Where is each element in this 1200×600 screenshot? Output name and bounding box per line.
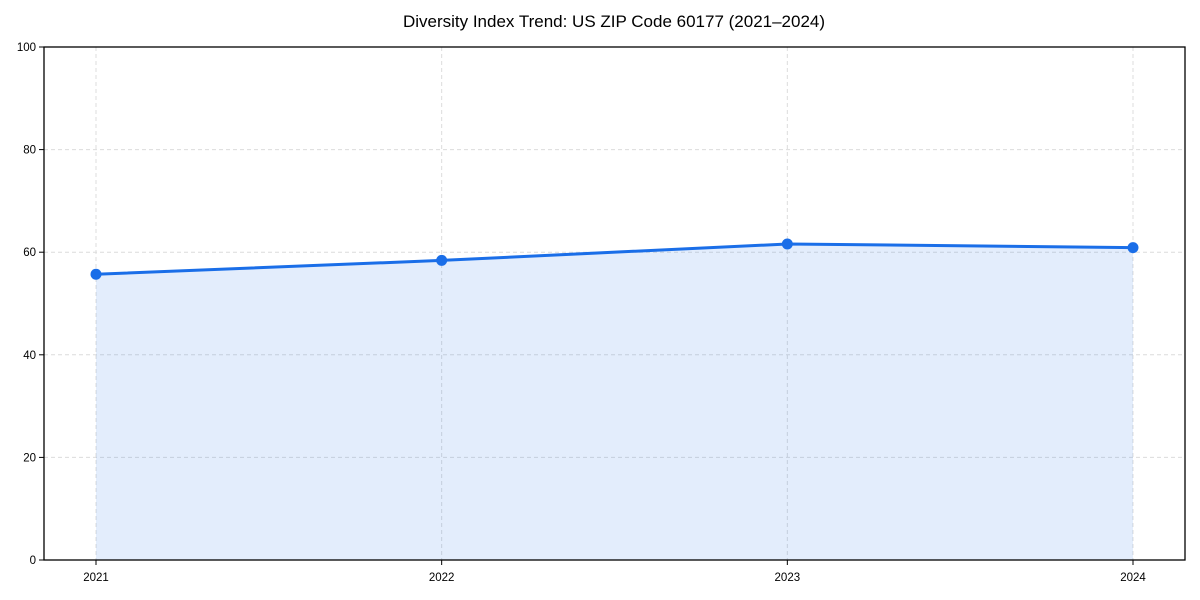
y-tick-label: 60 [23, 247, 36, 259]
y-tick-label: 40 [23, 350, 36, 362]
data-point-marker [781, 238, 793, 250]
plot-box-spines [43, 46, 1186, 561]
axis-layer: 0 20 40 60 80 100 2021 2022 2023 2024 [17, 42, 1186, 584]
x-tick-label: 2024 [1120, 572, 1146, 584]
data-point-marker [1127, 242, 1139, 254]
data-point-marker [90, 268, 102, 280]
y-tick-label: 80 [23, 145, 36, 157]
x-tick-label: 2023 [775, 572, 801, 584]
y-tick-label: 0 [30, 555, 36, 567]
x-tick-label: 2021 [83, 572, 109, 584]
data-layer [90, 238, 1139, 560]
area-fill [96, 243, 1133, 560]
y-tick-label: 100 [17, 42, 36, 54]
chart-title: Diversity Index Trend: US ZIP Code 60177… [403, 12, 825, 31]
y-tick-label: 20 [23, 452, 36, 464]
x-tick-label: 2022 [429, 572, 455, 584]
data-point-marker [436, 254, 448, 266]
trend-line [94, 242, 1135, 276]
